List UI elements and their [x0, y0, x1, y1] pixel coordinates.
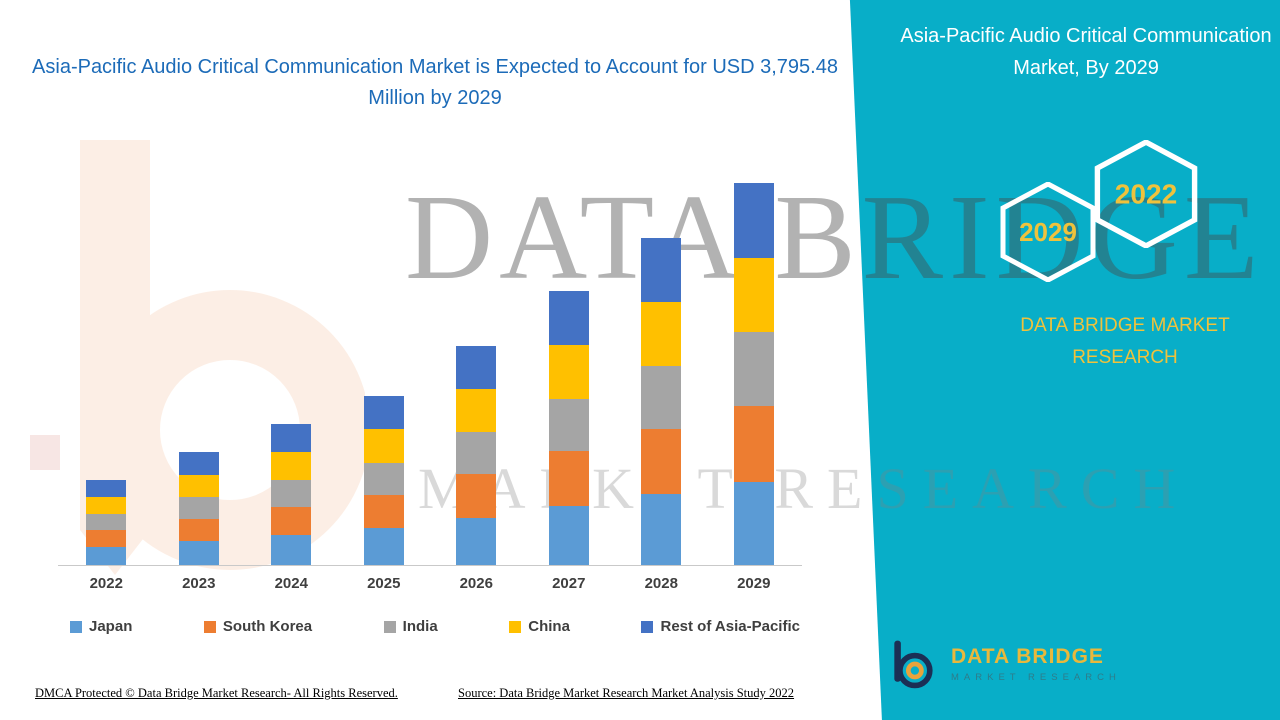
bar-segment-south-korea-2022 — [86, 529, 127, 547]
x-axis-label-2027: 2027 — [552, 575, 586, 592]
bar-segment-japan-2022 — [86, 546, 127, 565]
bar-segment-japan-2026 — [456, 517, 497, 565]
bar-segment-india-2023 — [178, 497, 219, 519]
brand-name-text: DATA BRIDGE MARKET RESEARCH — [1020, 315, 1230, 369]
brand-b-watermark-icon — [30, 140, 365, 575]
legend-label: Rest of Asia-Pacific — [660, 618, 800, 635]
bar-segment-china-2028 — [641, 302, 682, 367]
bar-segment-rest-of-asia-pacific-2025 — [363, 396, 404, 430]
bar-segment-rest-of-asia-pacific-2027 — [548, 291, 589, 345]
x-axis-label-2026: 2026 — [459, 575, 493, 592]
bar-segment-india-2027 — [548, 398, 589, 452]
bar-segment-japan-2025 — [363, 528, 404, 565]
bar-segment-china-2025 — [363, 429, 404, 463]
x-axis-labels: 2022 2023 2024 2025 2026 2027 2028 2029 — [60, 575, 800, 592]
hexagon-2022-label: 2022 — [1115, 179, 1177, 210]
bar-stack-2028 — [641, 238, 682, 565]
legend-item-china: China — [509, 618, 570, 635]
bar-segment-china-2026 — [456, 389, 497, 433]
bar-stack-2024 — [271, 424, 312, 565]
bar-column-2026 — [430, 150, 523, 565]
bar-segment-china-2022 — [86, 496, 127, 514]
bar-segment-china-2024 — [271, 452, 312, 480]
legend-swatch — [383, 620, 396, 633]
bar-segment-india-2028 — [641, 366, 682, 429]
bar-column-2027 — [523, 150, 616, 565]
bar-segment-india-2026 — [456, 432, 497, 475]
bar-segment-japan-2023 — [178, 540, 219, 565]
bar-segment-japan-2024 — [271, 534, 312, 565]
bar-segment-india-2024 — [271, 479, 312, 507]
bar-stack-2027 — [548, 291, 589, 565]
stacked-bar-chart — [60, 150, 800, 565]
bar-segment-china-2027 — [548, 344, 589, 399]
legend-swatch — [70, 620, 82, 633]
side-panel-title: Asia-Pacific Audio Critical Communicatio… — [900, 25, 1272, 79]
legend-label: Japan — [89, 618, 133, 635]
bar-stack-2023 — [178, 452, 219, 565]
bar-segment-japan-2027 — [548, 505, 589, 565]
legend-item-japan: Japan — [70, 618, 132, 635]
bar-segment-india-2025 — [363, 462, 404, 495]
bar-stack-2025 — [363, 396, 404, 565]
bar-segment-china-2023 — [178, 474, 219, 497]
bar-segment-japan-2029 — [733, 482, 774, 565]
bar-column-2025 — [338, 150, 431, 565]
bar-segment-south-korea-2025 — [363, 494, 404, 529]
bar-column-2028 — [615, 150, 708, 565]
bar-segment-japan-2028 — [641, 494, 682, 565]
legend-item-south-korea: South Korea — [203, 618, 313, 635]
bar-segment-south-korea-2023 — [178, 518, 219, 541]
bar-segment-south-korea-2026 — [456, 474, 497, 518]
page-title: Asia-Pacific Audio Critical Communicatio… — [32, 56, 838, 109]
x-axis-label-2023: 2023 — [182, 575, 216, 592]
bar-segment-rest-of-asia-pacific-2029 — [733, 183, 774, 258]
x-axis-label-2022: 2022 — [89, 575, 123, 592]
bar-segment-south-korea-2029 — [733, 406, 774, 483]
bar-segment-rest-of-asia-pacific-2024 — [271, 424, 312, 452]
x-axis-label-2024: 2024 — [274, 575, 308, 592]
bar-segment-south-korea-2024 — [271, 506, 312, 535]
bar-column-2029 — [708, 150, 801, 565]
logo-name: DATA BRIDGE — [951, 645, 1104, 668]
bar-segment-india-2022 — [86, 513, 127, 530]
x-axis-line — [58, 565, 802, 566]
hexagon-2029: 2029 — [1000, 182, 1096, 282]
legend-swatch — [641, 620, 654, 633]
legend-swatch — [509, 620, 522, 633]
bar-segment-china-2029 — [733, 257, 774, 332]
databridge-logo: DATA BRIDGE MARKET RESEARCH — [885, 636, 1121, 692]
bar-column-2023 — [153, 150, 246, 565]
legend-label: China — [528, 618, 570, 635]
hexagon-2029-label: 2029 — [1019, 217, 1077, 247]
bar-segment-rest-of-asia-pacific-2023 — [178, 452, 219, 475]
bar-column-2022 — [60, 150, 153, 565]
bar-segment-south-korea-2028 — [641, 428, 682, 495]
bar-segment-south-korea-2027 — [548, 451, 589, 506]
x-axis-label-2025: 2025 — [367, 575, 401, 592]
bar-segment-rest-of-asia-pacific-2022 — [86, 479, 127, 497]
bar-column-2024 — [245, 150, 338, 565]
footer-source-text: Source: Data Bridge Market Research Mark… — [458, 686, 795, 700]
bar-stack-2022 — [86, 479, 127, 565]
bar-segment-india-2029 — [733, 331, 774, 406]
bar-stack-2026 — [456, 346, 497, 565]
x-axis-label-2029: 2029 — [737, 575, 771, 592]
legend-item-india: India — [383, 618, 438, 635]
footer-dmca-text: DMCA Protected © Data Bridge Market Rese… — [35, 686, 398, 700]
databridge-logo-icon — [894, 640, 933, 689]
legend-item-rest-of-asia-pacific: Rest of Asia-Pacific — [641, 618, 800, 635]
logo-subtitle: MARKET RESEARCH — [951, 672, 1121, 683]
hexagon-2022: 2022 — [1094, 140, 1198, 248]
x-axis-label-2028: 2028 — [644, 575, 678, 592]
bar-segment-rest-of-asia-pacific-2028 — [641, 238, 682, 303]
chart-legend: Japan South Korea India China Rest of Asia-P… — [70, 618, 800, 635]
bar-stack-2029 — [733, 183, 774, 565]
legend-label: South Korea — [222, 618, 313, 635]
legend-label: India — [402, 618, 438, 635]
bar-segment-rest-of-asia-pacific-2026 — [456, 346, 497, 390]
legend-swatch — [203, 620, 216, 633]
